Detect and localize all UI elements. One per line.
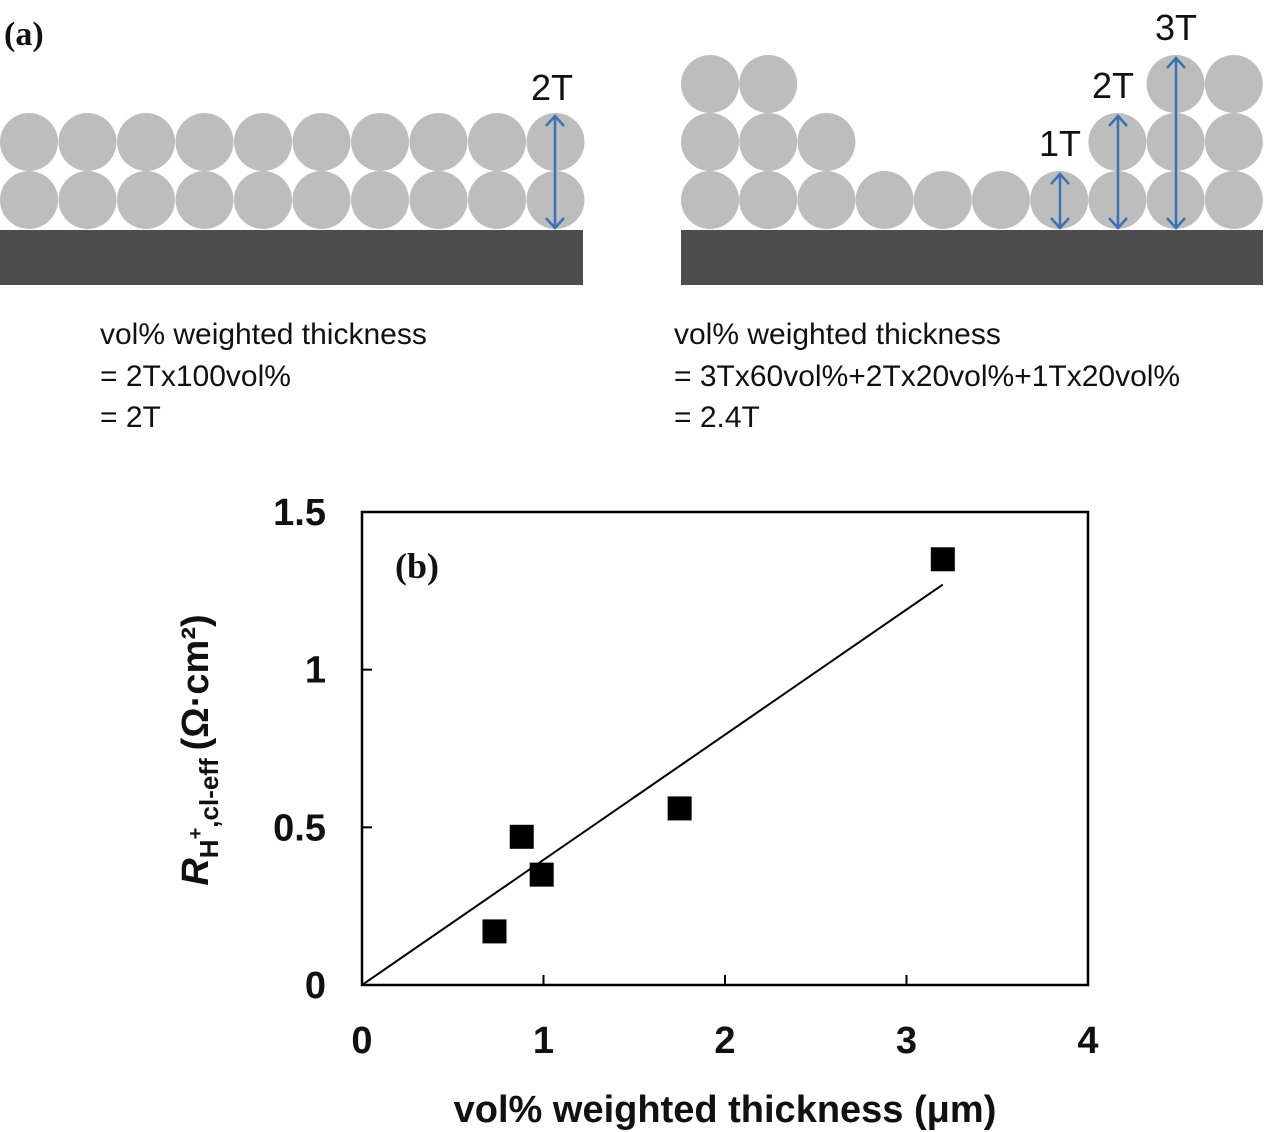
equation-line: vol% weighted thickness bbox=[100, 318, 427, 351]
particle bbox=[234, 171, 292, 229]
y-tick-label: 0 bbox=[305, 965, 326, 1007]
plot-frame bbox=[360, 510, 1090, 987]
substrate bbox=[681, 230, 1263, 285]
point bbox=[509, 824, 534, 849]
particle bbox=[175, 171, 234, 229]
panel-label: (b) bbox=[395, 546, 439, 586]
particle bbox=[351, 171, 409, 229]
point bbox=[930, 547, 955, 572]
particle bbox=[351, 113, 409, 171]
particle bbox=[1204, 113, 1263, 171]
y-label-subscript: H bbox=[194, 839, 224, 858]
equation-line: = 2T bbox=[100, 401, 161, 434]
x-tick-label: 3 bbox=[896, 1020, 917, 1062]
substrate bbox=[0, 230, 583, 285]
particle bbox=[292, 113, 351, 171]
point bbox=[482, 919, 507, 944]
particle bbox=[797, 171, 856, 229]
arrow-label: 1T bbox=[1039, 123, 1081, 164]
arrows bbox=[545, 56, 1186, 230]
particle bbox=[234, 113, 292, 171]
y-axis-label: RH+,cl-eff (Ω·cm²) bbox=[175, 614, 224, 885]
equation-line: = 2.4T bbox=[674, 401, 760, 434]
equation-line: = 2Tx100vol% bbox=[100, 360, 291, 393]
particle bbox=[117, 171, 175, 229]
fit-line bbox=[361, 583, 944, 986]
particle bbox=[58, 171, 117, 229]
x-tick-label: 4 bbox=[1077, 1020, 1098, 1062]
arrow-label: 3T bbox=[1155, 7, 1197, 48]
chart: (b) vol% weighted thickness (μm) RH+,cl-… bbox=[175, 492, 1099, 1131]
point bbox=[667, 796, 692, 821]
equation-line: vol% weighted thickness bbox=[674, 318, 1001, 351]
arrow-label: 2T bbox=[531, 67, 573, 108]
y-label-superscript: + bbox=[185, 828, 207, 840]
particle bbox=[913, 171, 972, 229]
x-axis-label: vol% weighted thickness (μm) bbox=[454, 1089, 997, 1131]
particle bbox=[58, 113, 117, 171]
particle bbox=[117, 113, 175, 171]
point bbox=[529, 862, 554, 887]
y-label-unit: (Ω·cm²) bbox=[175, 614, 217, 750]
particle bbox=[739, 171, 798, 229]
y-label-subscript: ,cl-eff bbox=[194, 758, 224, 828]
particle bbox=[681, 171, 739, 229]
x-tick-label: 0 bbox=[351, 1020, 372, 1062]
diagram: (a) 2T 1T 2T 3T vol% weighted thickness … bbox=[0, 7, 1263, 434]
x-tick-label: 1 bbox=[533, 1020, 554, 1062]
particle bbox=[409, 113, 468, 171]
particle bbox=[0, 113, 58, 171]
particle bbox=[468, 171, 526, 229]
particle bbox=[1204, 55, 1263, 113]
particle bbox=[739, 113, 798, 171]
y-label-symbol: R bbox=[175, 858, 217, 886]
arrow-label: 2T bbox=[1092, 65, 1134, 106]
particle bbox=[797, 113, 856, 171]
particle bbox=[855, 171, 914, 229]
y-tick-label: 1.5 bbox=[273, 492, 326, 534]
particle bbox=[175, 113, 234, 171]
particle bbox=[0, 171, 58, 229]
particle bbox=[468, 113, 526, 171]
y-tick-label: 1 bbox=[305, 650, 326, 692]
particle bbox=[972, 171, 1030, 229]
panel-label: (a) bbox=[4, 16, 44, 53]
particle bbox=[1204, 171, 1263, 229]
x-tick-label: 2 bbox=[714, 1020, 735, 1062]
particle bbox=[292, 171, 351, 229]
particle bbox=[739, 55, 798, 113]
equation-line: = 3Tx60vol%+2Tx20vol%+1Tx20vol% bbox=[674, 360, 1180, 393]
particle bbox=[681, 55, 739, 113]
y-tick-label: 0.5 bbox=[273, 807, 326, 849]
particle bbox=[681, 113, 739, 171]
particle bbox=[409, 171, 468, 229]
